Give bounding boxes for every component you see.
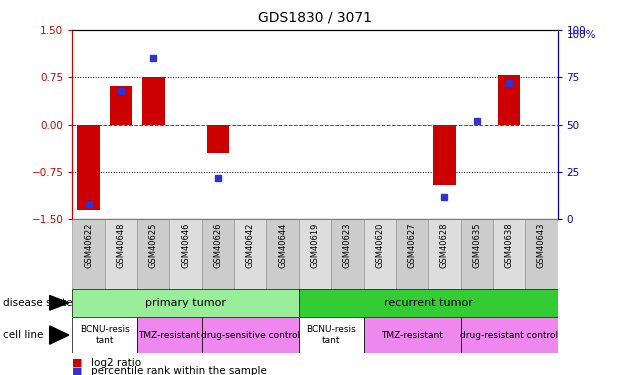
Bar (72, 317, 137, 353)
Bar (331, 219, 364, 289)
Polygon shape (50, 296, 69, 310)
Bar (234, 219, 266, 289)
Bar (428, 219, 461, 289)
Bar (461, 219, 493, 289)
Bar (299, 289, 558, 317)
Text: BCNU-resis
tant: BCNU-resis tant (306, 326, 356, 345)
Bar (169, 219, 202, 289)
Bar (364, 219, 396, 289)
Bar (266, 219, 299, 289)
Bar (299, 219, 331, 289)
Text: GSM40642: GSM40642 (246, 222, 255, 267)
Text: GSM40623: GSM40623 (343, 222, 352, 268)
Text: drug-resistant control: drug-resistant control (460, 331, 558, 340)
Text: GSM40638: GSM40638 (505, 222, 513, 268)
Text: cell line: cell line (3, 330, 43, 340)
Bar (202, 317, 299, 353)
Bar (525, 219, 558, 289)
Bar (364, 317, 461, 353)
Bar (299, 317, 364, 353)
Bar (498, 75, 520, 124)
Text: 100%: 100% (567, 30, 597, 40)
Text: GSM40627: GSM40627 (408, 222, 416, 268)
Text: GSM40626: GSM40626 (214, 222, 222, 268)
Bar (396, 219, 428, 289)
Bar (77, 124, 100, 210)
Text: drug-sensitive control: drug-sensitive control (201, 331, 300, 340)
Bar (137, 317, 202, 353)
Text: GSM40628: GSM40628 (440, 222, 449, 268)
Text: percentile rank within the sample: percentile rank within the sample (91, 366, 267, 375)
Bar (72, 219, 105, 289)
Text: GSM40646: GSM40646 (181, 222, 190, 268)
Text: ■: ■ (72, 366, 83, 375)
Bar (137, 219, 169, 289)
Text: GSM40644: GSM40644 (278, 222, 287, 267)
Bar (461, 317, 558, 353)
Bar (207, 124, 229, 153)
Text: disease state: disease state (3, 298, 72, 308)
Text: recurrent tumor: recurrent tumor (384, 298, 472, 308)
Bar (110, 86, 132, 124)
Text: GSM40619: GSM40619 (311, 222, 319, 267)
Text: GSM40635: GSM40635 (472, 222, 481, 268)
Bar (493, 219, 525, 289)
Text: TMZ-resistant: TMZ-resistant (381, 331, 443, 340)
Polygon shape (50, 326, 69, 344)
Bar (433, 124, 455, 184)
Text: GSM40620: GSM40620 (375, 222, 384, 267)
Bar (142, 77, 164, 125)
Text: GSM40622: GSM40622 (84, 222, 93, 267)
Text: log2 ratio: log2 ratio (91, 358, 142, 368)
Text: TMZ-resistant: TMZ-resistant (139, 331, 200, 340)
Bar (72, 289, 299, 317)
Bar (202, 219, 234, 289)
Bar (105, 219, 137, 289)
Text: GSM40625: GSM40625 (149, 222, 158, 267)
Text: ■: ■ (72, 358, 83, 368)
Text: GSM40648: GSM40648 (117, 222, 125, 268)
Text: GSM40643: GSM40643 (537, 222, 546, 268)
Text: primary tumor: primary tumor (145, 298, 226, 308)
Text: BCNU-resis
tant: BCNU-resis tant (80, 326, 130, 345)
Text: GDS1830 / 3071: GDS1830 / 3071 (258, 10, 372, 24)
